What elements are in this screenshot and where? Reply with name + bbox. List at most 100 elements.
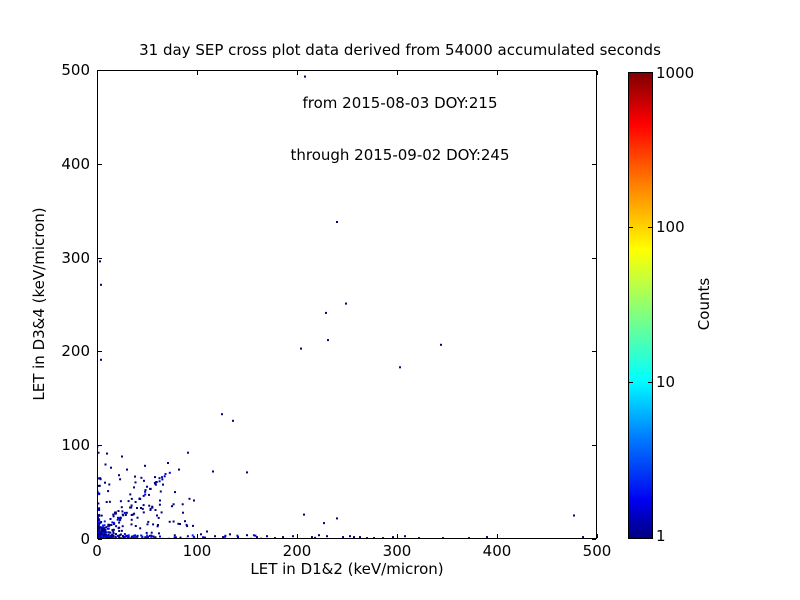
data-point [100, 514, 103, 517]
data-point [118, 534, 121, 537]
data-point [156, 525, 159, 528]
chart-title: 31 day SEP cross plot data derived from … [0, 7, 800, 200]
data-point [108, 500, 111, 503]
data-point [111, 521, 114, 524]
data-point [311, 536, 313, 539]
data-point [109, 531, 112, 534]
data-point [318, 534, 320, 537]
data-point [186, 525, 189, 528]
data-point [102, 526, 105, 529]
data-point [144, 536, 147, 539]
data-point [133, 512, 136, 515]
data-point [117, 510, 120, 512]
data-point [110, 466, 112, 469]
data-point [136, 507, 138, 509]
data-point [336, 517, 338, 520]
data-point [204, 536, 206, 539]
data-point [115, 533, 117, 536]
data-point [140, 534, 143, 537]
data-point [174, 491, 176, 494]
data-point [134, 475, 136, 478]
data-point [173, 534, 176, 537]
data-point [111, 533, 114, 536]
data-point [266, 535, 268, 538]
data-point [188, 497, 191, 500]
data-point [206, 530, 208, 533]
data-point [148, 504, 151, 507]
data-point [112, 515, 115, 518]
data-point [134, 534, 137, 537]
colorbar-tick-mark [648, 227, 652, 229]
data-point [107, 490, 110, 493]
x-tick-label-500: 500 [582, 542, 612, 560]
data-point [119, 500, 122, 503]
data-point [123, 533, 126, 536]
data-point [131, 535, 133, 538]
data-point [104, 463, 107, 466]
data-point [142, 504, 145, 507]
data-point [155, 481, 158, 484]
data-point [179, 523, 181, 525]
data-point [97, 477, 100, 480]
data-point [107, 527, 110, 530]
data-point [152, 523, 155, 526]
data-point [192, 524, 194, 527]
data-point [150, 531, 153, 534]
data-point [119, 478, 122, 481]
data-point [98, 509, 101, 511]
colorbar-tick-label-10: 10 [656, 372, 676, 391]
data-point [323, 522, 325, 525]
data-point [103, 536, 106, 539]
data-point [193, 499, 195, 502]
data-point [246, 534, 248, 537]
data-point [116, 534, 119, 537]
data-point [97, 531, 100, 534]
data-point [148, 534, 151, 537]
data-point [103, 520, 106, 523]
y-tick-label-500: 500 [61, 61, 90, 79]
data-point [97, 533, 100, 536]
data-point [112, 521, 115, 524]
data-point [153, 481, 156, 484]
data-point [236, 534, 239, 537]
data-point [159, 535, 161, 538]
y-tick-label-0: 0 [80, 530, 90, 548]
data-point [154, 536, 157, 539]
data-point [178, 468, 180, 471]
data-point [97, 451, 100, 454]
data-point [130, 518, 133, 521]
data-point [304, 75, 306, 78]
data-point [214, 535, 216, 538]
data-point [98, 514, 101, 517]
data-point [186, 535, 189, 538]
data-point [109, 518, 112, 520]
data-point [158, 532, 160, 535]
data-point [221, 413, 223, 416]
data-point [300, 347, 302, 350]
colorbar-tick-mark [648, 381, 652, 383]
data-point [353, 536, 355, 539]
data-point [118, 530, 121, 532]
data-point [100, 530, 103, 533]
x-tick-label-400: 400 [482, 542, 512, 560]
data-point [100, 358, 102, 361]
data-point [105, 526, 108, 529]
data-point [325, 311, 327, 314]
data-point [174, 536, 177, 539]
data-point [164, 473, 167, 475]
y-tick-label-300: 300 [61, 248, 90, 267]
data-point [102, 530, 105, 533]
data-point [118, 521, 121, 524]
data-point [246, 471, 248, 474]
data-point [114, 535, 117, 538]
data-point [163, 475, 166, 478]
data-point [120, 529, 123, 532]
chart-title-line-1: 31 day SEP cross plot data derived from … [139, 41, 661, 59]
data-point [177, 522, 180, 525]
data-point [168, 471, 171, 474]
data-point [252, 534, 255, 537]
colorbar-tick-label-1: 1 [656, 527, 666, 545]
data-point [141, 536, 144, 539]
data-point [146, 536, 149, 539]
data-point [142, 494, 145, 497]
